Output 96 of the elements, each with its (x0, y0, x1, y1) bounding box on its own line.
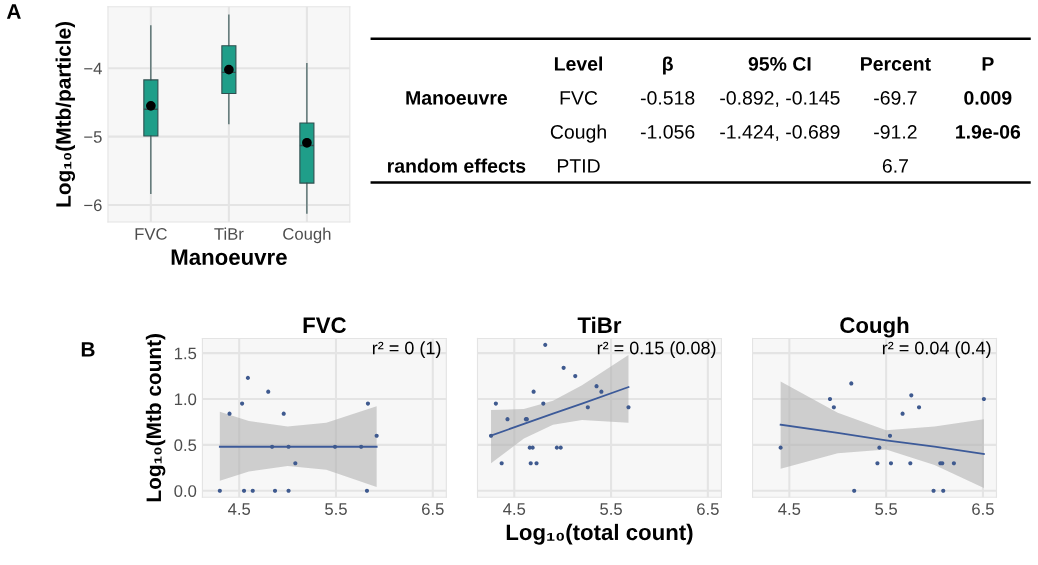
point (488, 433, 494, 438)
point (558, 445, 563, 450)
point (909, 393, 914, 398)
text: B (81, 342, 95, 357)
text: -91.2 (874, 125, 917, 139)
text: PTID (557, 159, 600, 173)
point (505, 417, 510, 422)
point (594, 384, 599, 389)
point (908, 461, 913, 466)
point (561, 365, 566, 370)
point (875, 461, 880, 466)
text: 0.009 (964, 91, 1012, 105)
text: Level (554, 56, 603, 71)
chart-title: FVC (303, 317, 346, 334)
point (888, 461, 894, 466)
x-axis-title: Log₁₀(total count) (506, 523, 693, 545)
text: A (6, 4, 21, 19)
point (941, 488, 946, 493)
point (359, 444, 364, 449)
x-tick-label: 4.5 (778, 503, 801, 515)
y-tick-label: 0.5 (174, 439, 197, 452)
point (877, 445, 882, 450)
y-axis-title: Log₁₀(Mtb count) (145, 334, 166, 502)
point (293, 461, 298, 466)
point (585, 405, 590, 410)
text: -1.056 (640, 125, 695, 139)
point (240, 401, 245, 406)
point (266, 389, 271, 394)
point (543, 342, 548, 347)
point (493, 401, 498, 406)
point (534, 461, 539, 466)
y-tick-label: 0.0 (174, 485, 197, 497)
x-tick-label: 6.5 (972, 503, 994, 515)
point (245, 375, 250, 380)
point (541, 401, 546, 406)
y-tick-label: −4 (84, 62, 102, 75)
x-tick-label: 5.5 (600, 503, 622, 515)
point (887, 433, 893, 438)
point (241, 488, 247, 493)
text: -0.518 (640, 91, 695, 105)
point (981, 396, 986, 402)
point (217, 488, 222, 493)
point (554, 445, 559, 450)
text: 1.9e-06 (956, 125, 1021, 139)
point (916, 405, 922, 410)
annotation: r² = 0.04 (0.4) (882, 341, 991, 358)
point (364, 488, 370, 493)
point (374, 433, 379, 438)
point (599, 389, 604, 394)
text: 95% CI (748, 56, 811, 71)
point (626, 405, 631, 410)
point (286, 488, 291, 493)
text: -69.7 (874, 91, 917, 105)
point (852, 488, 857, 493)
point (573, 373, 578, 379)
text: -1.424, -0.689 (720, 125, 840, 142)
annotation: r² = 0 (1) (372, 341, 441, 358)
annotation: r² = 0.15 (0.08) (597, 341, 716, 358)
x-tick-label: TiBr (214, 227, 244, 240)
point (365, 401, 371, 406)
point (332, 444, 338, 449)
x-tick-label: Cough (283, 227, 331, 244)
text: -0.892, -0.145 (720, 91, 840, 108)
x-tick-label: 4.5 (227, 503, 251, 515)
point (831, 405, 836, 410)
point (272, 488, 278, 493)
point (281, 411, 286, 416)
x-axis-title: Manoeuvre (171, 249, 287, 266)
point (270, 444, 275, 449)
point (250, 488, 255, 493)
text: Cough (550, 124, 606, 143)
x-tick-label: 4.5 (503, 503, 526, 515)
point (931, 488, 936, 493)
chart-title: TiBr (577, 316, 622, 333)
text: β (663, 56, 673, 75)
x-tick-label: FVC (135, 228, 167, 240)
y-tick-label: −6 (84, 199, 102, 212)
y-axis-title: Log₁₀(Mtb/particle) (55, 21, 76, 207)
y-tick-label: 1.0 (174, 393, 197, 406)
chart-title: Cough (840, 316, 909, 338)
y-tick-label: 1.5 (174, 347, 197, 360)
point (499, 461, 504, 466)
point (528, 461, 533, 466)
text: Percent (861, 57, 931, 71)
point (849, 381, 854, 386)
x-tick-label: 5.5 (875, 503, 898, 515)
point (951, 461, 956, 466)
text: Manoeuvre (406, 91, 508, 105)
x-tick-label: 5.5 (325, 503, 347, 515)
text: 6.7 (882, 159, 908, 173)
text: P (982, 57, 994, 71)
text: FVC (560, 91, 598, 105)
x-tick-label: 6.5 (422, 503, 444, 515)
x-tick-label: 6.5 (697, 503, 719, 515)
y-tick-label: −5 (84, 131, 102, 143)
text: random effects (387, 158, 526, 173)
